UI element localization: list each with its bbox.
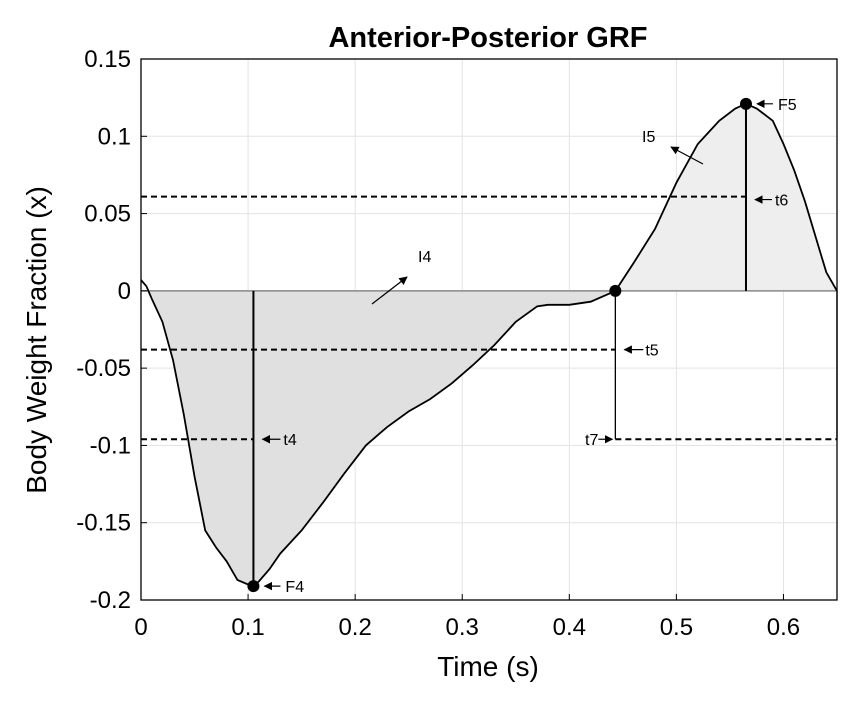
y-tick-label: 0 bbox=[118, 278, 131, 305]
y-tick-label: -0.1 bbox=[90, 432, 131, 459]
t7-label: t7 bbox=[585, 432, 598, 449]
x-tick-label: 0.5 bbox=[660, 614, 693, 641]
annotations: F4 F5 t4 t5 t6 t7 I4 I5 bbox=[261, 97, 797, 596]
y-tick-label: -0.05 bbox=[76, 355, 131, 382]
impulse-area-negative bbox=[141, 290, 616, 587]
x-tick-label: 0.3 bbox=[446, 614, 479, 641]
y-tick-label: -0.15 bbox=[76, 510, 131, 537]
x-tick-label: 0.6 bbox=[767, 614, 800, 641]
i4-arrow bbox=[371, 276, 408, 305]
x-axis-label: Time (s) bbox=[437, 651, 539, 682]
i5-arrow bbox=[670, 146, 704, 165]
fill-regions bbox=[141, 103, 837, 587]
data-point bbox=[609, 284, 622, 297]
i5-label: I5 bbox=[642, 129, 655, 146]
x-tick-label: 0.1 bbox=[231, 614, 264, 641]
y-axis-label: Body Weight Fraction (x) bbox=[21, 186, 52, 494]
chart-title: Anterior-Posterior GRF bbox=[328, 22, 647, 54]
i4-label: I4 bbox=[418, 249, 431, 266]
y-tick-label: 0.05 bbox=[84, 201, 131, 228]
f5-label: F5 bbox=[778, 97, 797, 114]
x-tick-label: 0.4 bbox=[553, 614, 586, 641]
t5-label: t5 bbox=[645, 343, 658, 360]
data-point bbox=[247, 580, 260, 593]
y-tick-label: 0.1 bbox=[98, 123, 131, 150]
x-tick-label: 0.2 bbox=[338, 614, 371, 641]
y-tick-label: -0.2 bbox=[90, 587, 131, 614]
t6-label: t6 bbox=[775, 193, 788, 210]
f4-label: F4 bbox=[285, 579, 304, 596]
plot-frame bbox=[140, 58, 838, 601]
threshold-lines bbox=[141, 195, 837, 441]
x-tick-label: 0 bbox=[134, 614, 147, 641]
data-point bbox=[739, 97, 752, 110]
data-points bbox=[247, 97, 752, 593]
axis-ticks: 0 0.1 0.2 0.3 0.4 0.5 0.6 0.15 0.1 0.05 0 -0.05 -0.1… bbox=[76, 46, 800, 641]
y-tick-label: 0.15 bbox=[84, 46, 131, 73]
t4-label: t4 bbox=[283, 432, 296, 449]
